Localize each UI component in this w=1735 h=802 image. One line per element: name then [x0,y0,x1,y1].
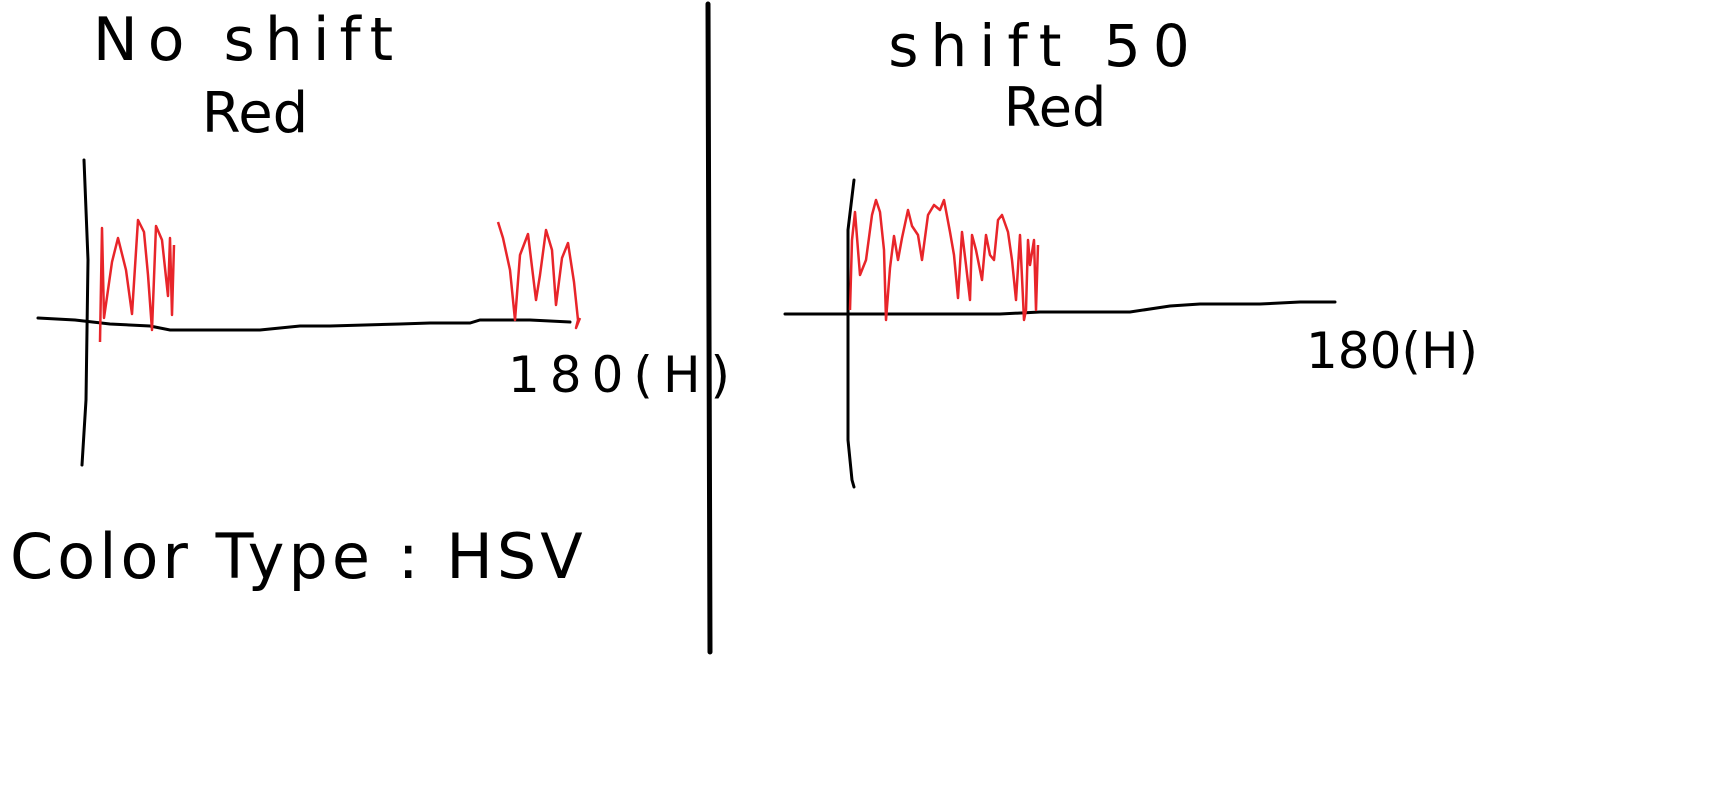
right-axis-end-label: 180(H) [1306,322,1478,380]
left-color-type-note: Color Type : HSV [10,520,587,593]
left-title: No shift [93,5,403,75]
panel-divider [705,1,713,655]
right-panel: shift 50 Red 180(H) [783,12,1478,489]
right-peaks [848,198,1040,322]
right-x-axis [783,300,1337,316]
right-title: shift 50 [888,12,1201,80]
left-subtitle: Red [202,81,308,146]
left-panel: No shift Red 180(H) Color Type : HSV [10,5,740,593]
left-x-axis [36,316,572,332]
left-peaks-low [98,218,176,343]
right-y-axis [846,178,856,489]
right-subtitle: Red [1004,76,1107,139]
left-y-axis [80,158,90,467]
left-axis-end-label: 180(H) [508,346,740,404]
left-peaks-high [496,221,582,330]
